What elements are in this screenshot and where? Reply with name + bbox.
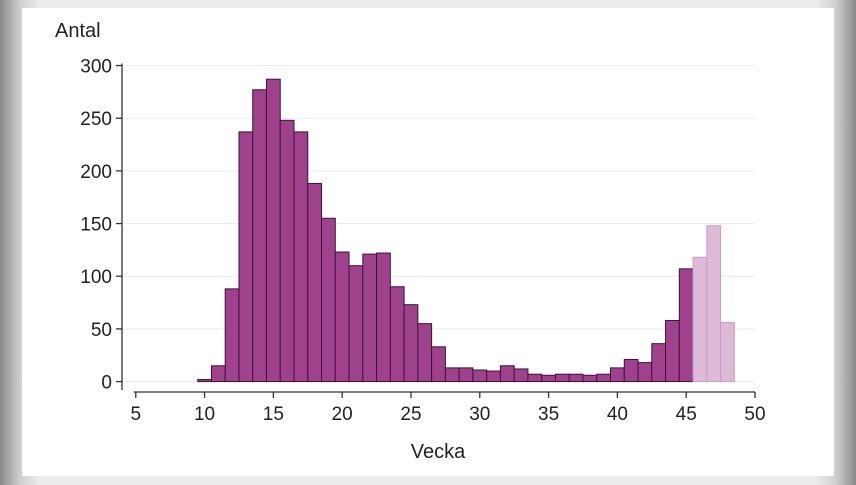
y-tick-label: 150: [80, 215, 112, 236]
bar: [527, 373, 543, 383]
x-tick-label: 15: [263, 404, 284, 425]
bar: [499, 365, 515, 383]
bar: [389, 286, 405, 383]
bar: [224, 288, 240, 383]
bar: [678, 268, 694, 383]
y-tick-label: 200: [80, 162, 112, 183]
bar: [238, 131, 254, 383]
bar: [651, 343, 667, 383]
y-tick-label: 50: [91, 320, 112, 341]
bar: [431, 346, 446, 383]
y-tick-label: 100: [80, 267, 112, 288]
bar: [541, 374, 556, 383]
bar: [252, 89, 267, 383]
x-tick-label: 40: [607, 404, 628, 425]
x-tick-label: 10: [194, 404, 215, 425]
bar: [554, 373, 570, 383]
x-axis-title: Vecka: [411, 441, 466, 463]
bars: [197, 78, 735, 383]
bar: [444, 367, 460, 383]
chart-panel: [22, 8, 834, 476]
bar-light: [720, 322, 735, 383]
bar: [321, 217, 336, 383]
y-tick-label: 0: [101, 373, 112, 394]
bar: [582, 374, 598, 383]
y-axis-title: Antal: [55, 20, 101, 42]
bar: [307, 183, 323, 383]
bar: [486, 370, 501, 383]
x-tick-label: 30: [469, 404, 490, 425]
y-tick-label: 250: [80, 109, 112, 130]
y-tick-label: 300: [80, 57, 112, 78]
bar: [458, 367, 474, 383]
bar: [334, 251, 350, 383]
bar: [265, 78, 281, 383]
bar: [376, 252, 391, 383]
bar: [596, 373, 612, 383]
x-tick-label: 50: [744, 404, 765, 425]
bar: [637, 362, 653, 383]
x-tick-label: 25: [400, 404, 421, 425]
bar: [197, 378, 212, 383]
x-tick-label: 35: [538, 404, 559, 425]
bar: [665, 319, 680, 383]
bar: [362, 253, 378, 383]
bar: [348, 265, 364, 383]
x-tick-label: 45: [676, 404, 697, 425]
bar: [403, 304, 419, 383]
axes: 0 50 100 150 200 250 300 5 10 15 20 25 30 35 40 45 50: [80, 57, 765, 425]
bar: [293, 131, 309, 383]
bar: [472, 369, 488, 383]
gridlines: [122, 65, 755, 383]
bar: [568, 373, 584, 383]
bar: [279, 119, 295, 383]
bar: [417, 323, 433, 383]
bar-light: [706, 225, 722, 383]
x-tick-label: 5: [130, 404, 141, 425]
x-tick-label: 20: [332, 404, 353, 425]
bar: [623, 358, 639, 383]
bar: [210, 365, 226, 383]
bar: [513, 368, 529, 383]
bar-light: [692, 256, 708, 383]
bar: [610, 367, 625, 383]
